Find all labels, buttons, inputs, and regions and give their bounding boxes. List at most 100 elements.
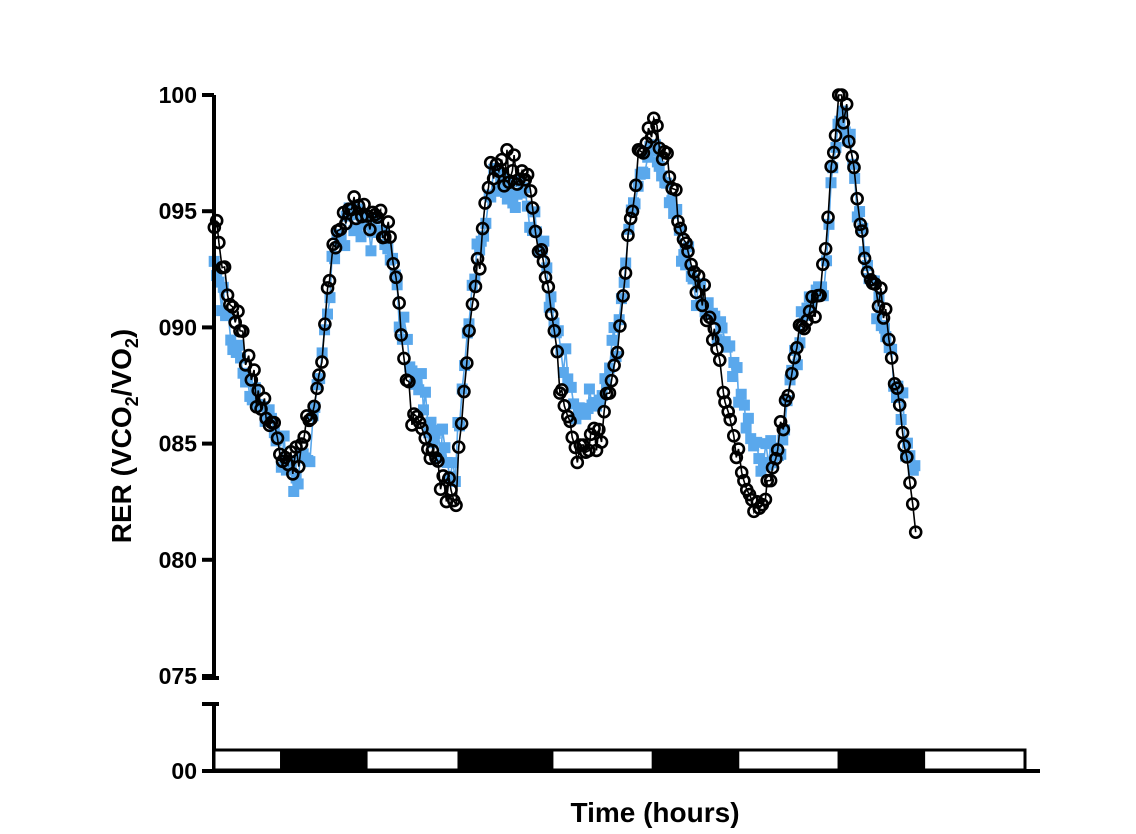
- data-point: [591, 400, 603, 412]
- data-point: [494, 152, 509, 167]
- data-point: [731, 362, 743, 374]
- data-point: [288, 485, 300, 497]
- y-axis-title-mid: /VO: [106, 348, 137, 396]
- data-point: [329, 253, 341, 265]
- data-point: [217, 281, 229, 293]
- y-tick-label: 095: [159, 198, 198, 224]
- data-point: [773, 415, 788, 429]
- data-point: [623, 211, 638, 226]
- data-point: [860, 265, 875, 279]
- data-point: [697, 278, 712, 292]
- data-point: [790, 341, 804, 355]
- data-point: [646, 111, 661, 126]
- y-axis-title-prefix: RER (VCO: [106, 406, 137, 543]
- data-point: [231, 304, 245, 319]
- data-point: [324, 292, 336, 304]
- y-tick-label: 100: [159, 82, 197, 108]
- data-point: [373, 203, 388, 218]
- data-point: [723, 412, 738, 427]
- data-point: [466, 279, 478, 291]
- data-point: [468, 279, 483, 294]
- data-point: [459, 360, 471, 372]
- y-axis-title-sub1: 2: [122, 396, 142, 406]
- data-point: [297, 430, 312, 444]
- data-point: [560, 343, 572, 355]
- data-point: [257, 391, 272, 406]
- data-point: [538, 235, 550, 247]
- y-bottom-tick-label: 00: [171, 758, 197, 784]
- y-axis: 100 095 090 085 080 075 00: [159, 82, 219, 784]
- y-axis-title: RER (VCO2/VO2): [106, 329, 142, 544]
- data-point: [909, 460, 921, 472]
- data-point: [278, 430, 290, 442]
- data-point: [427, 437, 439, 449]
- data-point: [355, 231, 367, 243]
- data-point: [646, 145, 658, 157]
- data-point: [449, 475, 461, 487]
- data-point: [393, 321, 405, 333]
- data-point: [493, 185, 505, 197]
- data-point: [770, 443, 785, 457]
- data-point: [871, 313, 883, 325]
- data-point: [855, 224, 869, 238]
- data-point: [874, 281, 888, 295]
- x-axis-title: Time (hours): [570, 797, 739, 828]
- data-point: [397, 351, 411, 366]
- data-point: [880, 331, 892, 343]
- data-point: [671, 214, 685, 229]
- data-point: [903, 475, 917, 490]
- data-point: [431, 454, 445, 468]
- data-point: [727, 371, 739, 383]
- data-point: [890, 381, 904, 396]
- data-point: [618, 266, 633, 280]
- data-point: [656, 170, 668, 182]
- data-point: [610, 345, 625, 360]
- data-point: [699, 313, 714, 328]
- data-point: [321, 308, 333, 320]
- y-axis-title-suffix: ): [106, 329, 137, 338]
- data-point: [892, 398, 907, 412]
- data-point: [742, 412, 754, 424]
- data-point: [868, 275, 880, 287]
- data-point: [461, 327, 473, 339]
- data-point: [882, 332, 896, 347]
- data-point: [876, 311, 891, 325]
- data-point: [827, 162, 839, 174]
- bar-segment-dark: [837, 748, 926, 772]
- data-point: [779, 424, 791, 436]
- bar-segment-dark: [280, 748, 368, 772]
- data-point: [769, 442, 781, 454]
- data-point: [699, 306, 711, 318]
- data-point: [545, 291, 557, 303]
- data-point: [632, 180, 644, 192]
- data-point: [528, 224, 543, 239]
- data-point: [557, 367, 569, 379]
- data-point: [425, 443, 440, 458]
- data-point: [785, 366, 799, 381]
- data-point: [625, 204, 640, 219]
- data-point: [908, 525, 923, 539]
- data-point: [854, 206, 866, 218]
- data-point: [813, 288, 827, 303]
- data-point: [871, 299, 886, 314]
- data-point: [745, 433, 757, 445]
- data-point: [818, 241, 833, 256]
- data-point: [425, 416, 437, 428]
- data-point: [842, 134, 856, 149]
- data-point: [381, 215, 396, 229]
- data-point: [465, 297, 480, 311]
- data-point: [267, 415, 282, 430]
- data-point: [758, 492, 773, 507]
- data-point: [460, 356, 474, 370]
- data-point: [536, 254, 551, 269]
- data-point: [716, 322, 728, 334]
- data-point: [816, 257, 830, 272]
- data-point: [552, 325, 564, 337]
- data-point: [613, 319, 627, 333]
- data-point: [669, 182, 683, 197]
- data-point: [370, 210, 385, 224]
- data-point: [702, 310, 717, 325]
- data-point: [797, 321, 811, 336]
- data-point: [541, 262, 553, 274]
- data-point: [417, 404, 429, 416]
